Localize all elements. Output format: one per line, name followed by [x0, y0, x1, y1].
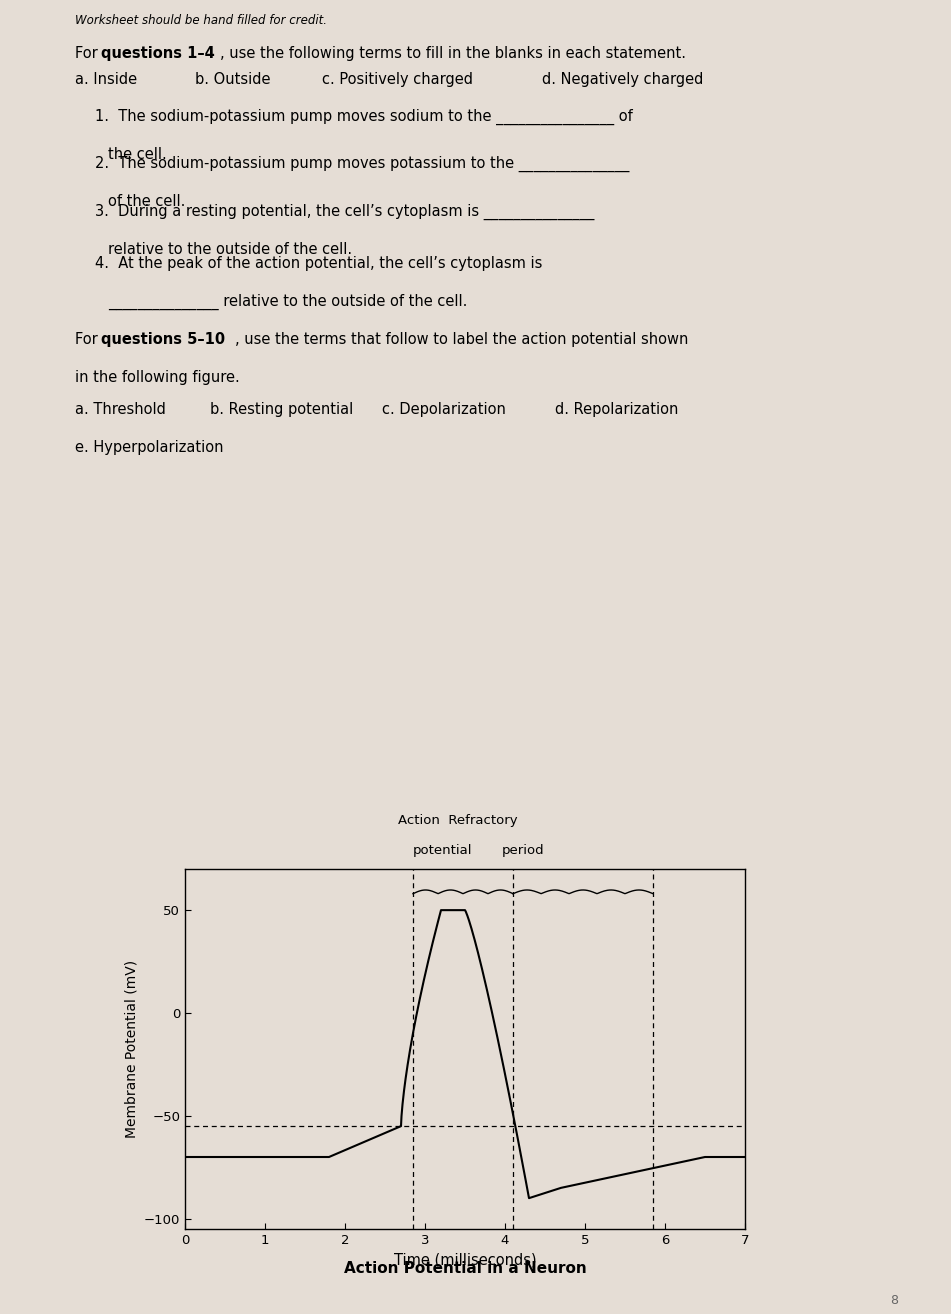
Text: Action  Refractory: Action Refractory: [398, 813, 517, 827]
Text: 7.: 7.: [255, 1000, 267, 1013]
Text: b. Resting potential: b. Resting potential: [210, 402, 353, 417]
Y-axis label: Membrane Potential (mV): Membrane Potential (mV): [125, 961, 138, 1138]
Text: a. Inside: a. Inside: [75, 72, 137, 87]
Text: relative to the outside of the cell.: relative to the outside of the cell.: [108, 242, 352, 258]
Text: For: For: [75, 332, 103, 347]
Text: 8: 8: [890, 1294, 898, 1307]
Text: 5.: 5.: [255, 1177, 267, 1190]
Text: c. Depolarization: c. Depolarization: [382, 402, 506, 417]
Text: 6.: 6.: [255, 1104, 267, 1117]
Text: questions 5–10: questions 5–10: [101, 332, 225, 347]
Text: 4.  At the peak of the action potential, the cell’s cytoplasm is: 4. At the peak of the action potential, …: [95, 256, 542, 271]
Text: 10.: 10.: [555, 1171, 576, 1184]
Text: in the following figure.: in the following figure.: [75, 371, 240, 385]
Text: 9.: 9.: [555, 1114, 568, 1126]
Text: 8.: 8.: [555, 1000, 568, 1013]
Text: d. Repolarization: d. Repolarization: [555, 402, 678, 417]
Text: period: period: [502, 844, 544, 857]
Text: , use the terms that follow to label the action potential shown: , use the terms that follow to label the…: [235, 332, 689, 347]
Text: 3.  During a resting potential, the cell’s cytoplasm is _______________: 3. During a resting potential, the cell’…: [95, 204, 594, 221]
Text: d. Negatively charged: d. Negatively charged: [542, 72, 704, 87]
Text: a. Threshold: a. Threshold: [75, 402, 165, 417]
Text: c. Positively charged: c. Positively charged: [322, 72, 473, 87]
Text: questions 1–4: questions 1–4: [101, 46, 215, 60]
Text: e. Hyperpolarization: e. Hyperpolarization: [75, 440, 223, 455]
Text: Action Potential in a Neuron: Action Potential in a Neuron: [343, 1261, 587, 1276]
Text: 1.  The sodium-potassium pump moves sodium to the ________________ of: 1. The sodium-potassium pump moves sodiu…: [95, 109, 632, 125]
Text: _______________ relative to the outside of the cell.: _______________ relative to the outside …: [108, 294, 467, 310]
Text: potential: potential: [414, 844, 473, 857]
Text: For: For: [75, 46, 103, 60]
Text: 2.  The sodium-potassium pump moves potassium to the _______________: 2. The sodium-potassium pump moves potas…: [95, 156, 630, 172]
Text: of the cell.: of the cell.: [108, 194, 185, 209]
X-axis label: Time (milliseconds): Time (milliseconds): [394, 1252, 536, 1268]
Text: Worksheet should be hand filled for credit.: Worksheet should be hand filled for cred…: [75, 14, 327, 28]
Text: b. Outside: b. Outside: [195, 72, 270, 87]
Text: the cell.: the cell.: [108, 147, 166, 162]
Text: , use the following terms to fill in the blanks in each statement.: , use the following terms to fill in the…: [220, 46, 686, 60]
